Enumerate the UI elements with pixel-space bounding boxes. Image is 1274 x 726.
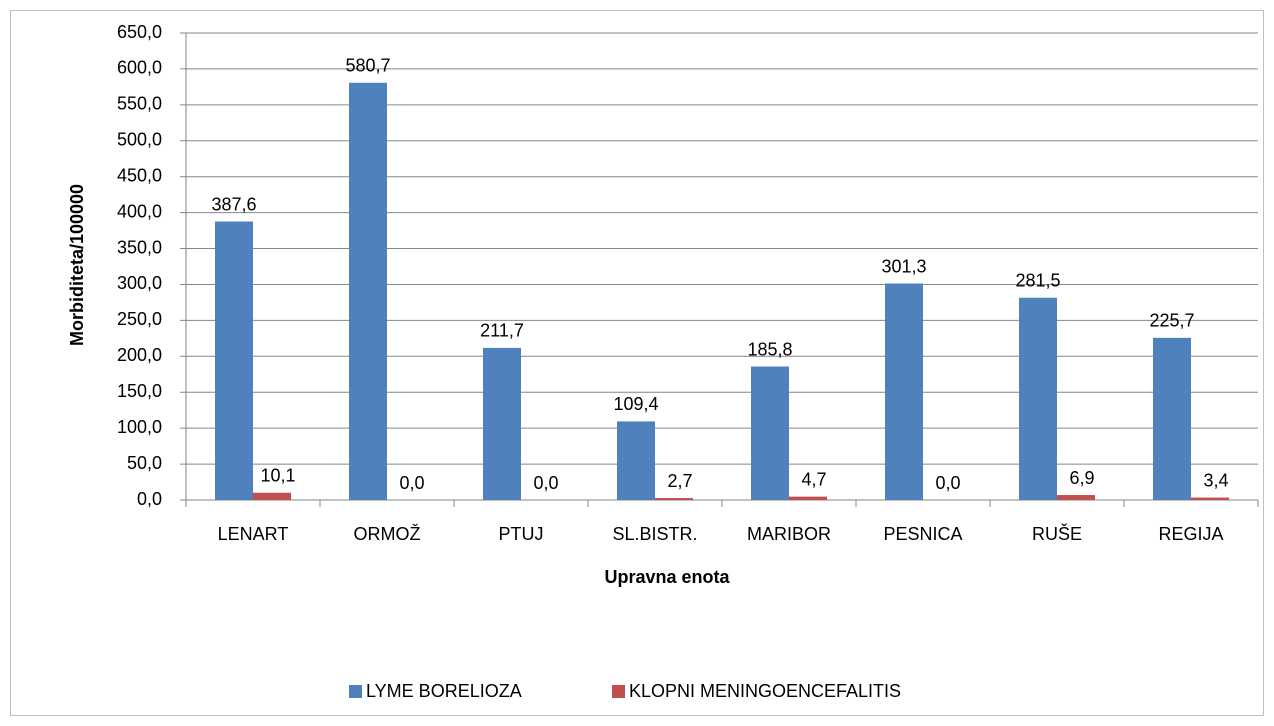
- bar: [483, 347, 521, 500]
- data-label: 281,5: [1015, 271, 1060, 291]
- y-tick-label: 450,0: [117, 165, 162, 185]
- data-label: 225,7: [1149, 311, 1194, 331]
- data-label: 0,0: [399, 473, 424, 493]
- y-tick-label: 0,0: [137, 489, 162, 509]
- bar: [885, 283, 923, 500]
- bar: [655, 498, 693, 500]
- y-tick-label: 150,0: [117, 381, 162, 401]
- bar: [617, 421, 655, 500]
- bar: [1057, 495, 1095, 500]
- data-label: 0,0: [533, 473, 558, 493]
- legend-label: KLOPNI MENINGOENCEFALITIS: [629, 681, 901, 701]
- data-label: 3,4: [1203, 470, 1228, 490]
- data-label: 301,3: [881, 256, 926, 276]
- legend-label: LYME BORELIOZA: [366, 681, 522, 701]
- x-tick-label: ORMOŽ: [354, 524, 421, 544]
- y-tick-label: 350,0: [117, 237, 162, 257]
- y-tick-label: 250,0: [117, 309, 162, 329]
- bar: [789, 496, 827, 500]
- data-label: 580,7: [345, 56, 390, 76]
- y-tick-label: 200,0: [117, 345, 162, 365]
- x-tick-label: RUŠE: [1032, 523, 1082, 544]
- data-label: 211,7: [480, 321, 524, 341]
- x-tick-label: LENART: [218, 524, 289, 544]
- data-label: 10,1: [260, 465, 295, 485]
- bar: [1153, 337, 1191, 500]
- x-tick-label: REGIJA: [1158, 524, 1223, 544]
- y-tick-label: 50,0: [127, 453, 162, 473]
- y-axis-title: Morbiditeta/100000: [67, 184, 87, 346]
- data-label: 0,0: [935, 473, 960, 493]
- y-tick-label: 600,0: [117, 58, 162, 78]
- bar: [349, 82, 387, 501]
- bar: [1019, 297, 1057, 500]
- data-label: 109,4: [613, 394, 658, 414]
- data-label: 6,9: [1069, 468, 1094, 488]
- y-tick-label: 500,0: [117, 130, 162, 150]
- y-tick-label: 400,0: [117, 201, 162, 221]
- data-label: 2,7: [667, 471, 692, 491]
- chart-border: [10, 10, 1264, 716]
- legend-swatch: [349, 685, 362, 698]
- data-label: 387,6: [211, 194, 256, 214]
- x-tick-label: PTUJ: [499, 524, 544, 544]
- x-tick-label: SL.BISTR.: [612, 524, 697, 544]
- bar: [215, 221, 253, 501]
- bar: [751, 366, 789, 500]
- y-tick-label: 550,0: [117, 94, 162, 114]
- data-label: 4,7: [801, 469, 826, 489]
- x-tick-label: MARIBOR: [747, 524, 831, 544]
- data-label: 185,8: [747, 339, 792, 359]
- x-tick-label: PESNICA: [883, 524, 962, 544]
- x-axis-title: Upravna enota: [604, 567, 730, 587]
- legend-swatch: [612, 685, 625, 698]
- bar: [1191, 497, 1229, 500]
- y-tick-label: 100,0: [117, 417, 162, 437]
- y-tick-label: 650,0: [117, 22, 162, 42]
- bar: [253, 492, 291, 500]
- y-tick-label: 300,0: [117, 273, 162, 293]
